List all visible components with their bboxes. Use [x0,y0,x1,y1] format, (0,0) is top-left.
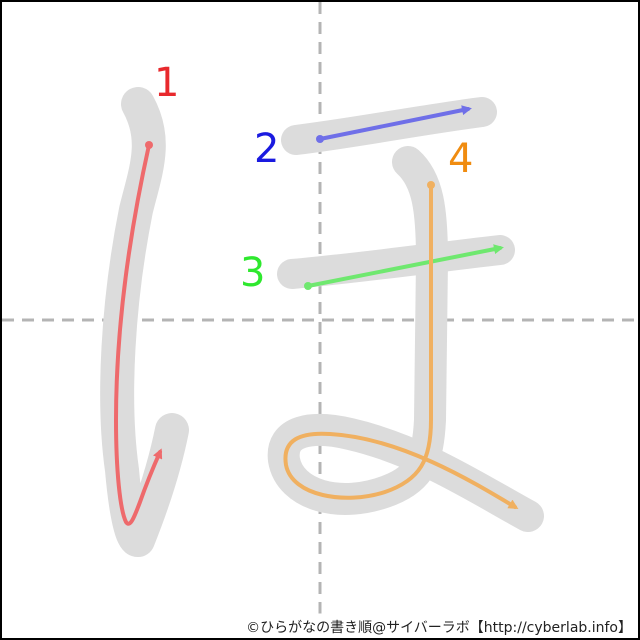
stroke-number-1: 1 [154,60,179,106]
stroke-4-arrow [283,181,519,510]
footer-credit: ©ひらがなの書き順@サイバーラボ【http://cyberlab.info】 [246,620,632,636]
stroke-3-arrow [304,244,504,290]
stroke-number-4: 4 [448,136,473,182]
stroke-2-arrow [316,105,472,143]
stroke-number-3: 3 [240,250,265,296]
stroke-1-arrow [113,141,163,526]
stroke-number-2: 2 [254,126,279,172]
